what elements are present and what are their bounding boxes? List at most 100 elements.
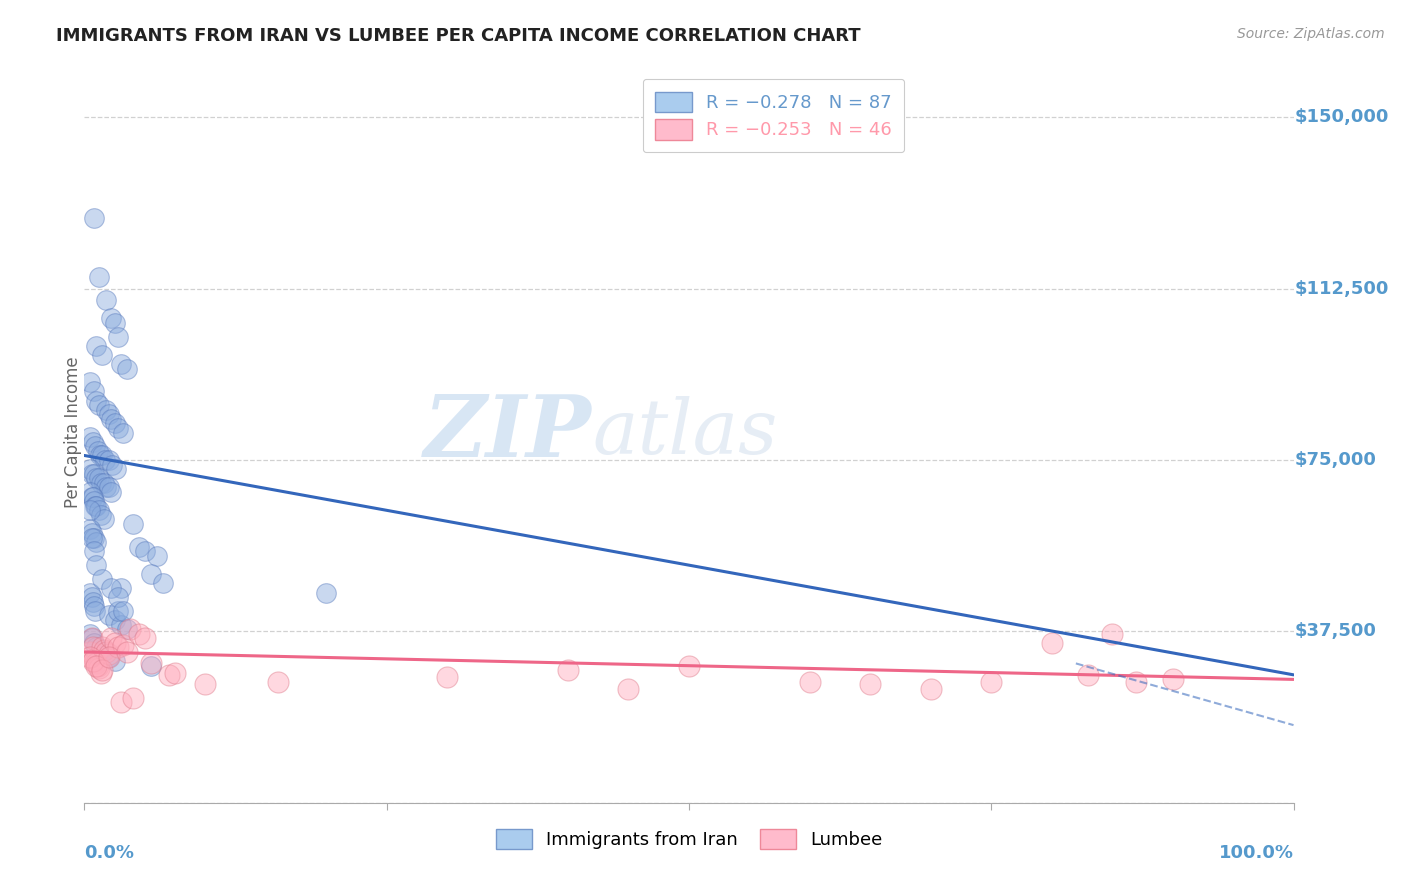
- Point: [91, 663, 114, 677]
- Point: [107, 604, 129, 618]
- Point: [104, 417, 127, 431]
- Text: $150,000: $150,000: [1295, 108, 1389, 127]
- Text: 100.0%: 100.0%: [1219, 844, 1294, 862]
- Point: [100, 412, 122, 426]
- Point: [315, 585, 337, 599]
- Point: [84, 654, 107, 668]
- Y-axis label: Per Capita Income: Per Capita Income: [65, 357, 82, 508]
- Point: [87, 398, 110, 412]
- Point: [139, 567, 162, 582]
- Point: [86, 499, 108, 513]
- Point: [83, 531, 105, 545]
- Point: [87, 471, 110, 485]
- Point: [97, 608, 120, 623]
- Point: [82, 490, 104, 504]
- Point: [100, 581, 122, 595]
- Point: [79, 503, 101, 517]
- Point: [107, 640, 129, 655]
- Point: [115, 622, 138, 636]
- Point: [79, 376, 101, 390]
- Point: [112, 638, 135, 652]
- Point: [80, 490, 103, 504]
- Point: [97, 649, 120, 664]
- Point: [93, 475, 115, 490]
- Point: [79, 645, 101, 659]
- Point: [83, 384, 105, 399]
- Point: [83, 544, 105, 558]
- Point: [104, 316, 127, 330]
- Point: [152, 576, 174, 591]
- Point: [83, 652, 105, 666]
- Point: [134, 544, 156, 558]
- Text: ZIP: ZIP: [425, 391, 592, 475]
- Point: [91, 640, 114, 655]
- Point: [82, 595, 104, 609]
- Point: [86, 393, 108, 408]
- Point: [93, 512, 115, 526]
- Point: [91, 572, 114, 586]
- Point: [100, 311, 122, 326]
- Point: [83, 636, 105, 650]
- Point: [859, 677, 882, 691]
- Point: [86, 658, 108, 673]
- Point: [94, 453, 117, 467]
- Point: [194, 677, 217, 691]
- Point: [104, 636, 127, 650]
- Point: [82, 640, 104, 655]
- Point: [1125, 674, 1147, 689]
- Point: [80, 526, 103, 541]
- Point: [1040, 636, 1063, 650]
- Point: [112, 604, 135, 618]
- Point: [107, 590, 129, 604]
- Point: [120, 622, 142, 636]
- Point: [86, 471, 108, 485]
- Point: [79, 522, 101, 536]
- Point: [121, 690, 143, 705]
- Point: [139, 657, 162, 671]
- Point: [84, 439, 107, 453]
- Point: [86, 640, 108, 655]
- Point: [79, 485, 101, 500]
- Point: [115, 645, 138, 659]
- Point: [91, 645, 114, 659]
- Text: $75,000: $75,000: [1295, 451, 1376, 469]
- Point: [79, 626, 101, 640]
- Point: [146, 549, 169, 563]
- Legend: Immigrants from Iran, Lumbee: Immigrants from Iran, Lumbee: [488, 822, 890, 856]
- Point: [86, 658, 108, 673]
- Point: [678, 658, 700, 673]
- Point: [83, 467, 105, 481]
- Point: [80, 590, 103, 604]
- Point: [557, 663, 579, 677]
- Point: [82, 434, 104, 449]
- Point: [617, 681, 640, 696]
- Point: [107, 329, 129, 343]
- Point: [91, 449, 114, 463]
- Point: [101, 458, 124, 472]
- Point: [84, 604, 107, 618]
- Point: [97, 408, 120, 422]
- Point: [86, 535, 108, 549]
- Point: [80, 632, 103, 646]
- Point: [115, 361, 138, 376]
- Point: [87, 661, 110, 675]
- Text: Source: ZipAtlas.com: Source: ZipAtlas.com: [1237, 27, 1385, 41]
- Point: [104, 462, 127, 476]
- Point: [86, 558, 108, 573]
- Point: [80, 632, 103, 646]
- Point: [79, 430, 101, 444]
- Point: [87, 503, 110, 517]
- Point: [110, 617, 132, 632]
- Point: [79, 462, 101, 476]
- Point: [86, 339, 108, 353]
- Point: [86, 443, 108, 458]
- Point: [110, 581, 132, 595]
- Point: [1161, 673, 1184, 687]
- Point: [157, 668, 180, 682]
- Point: [100, 632, 122, 646]
- Point: [87, 270, 110, 285]
- Point: [90, 665, 112, 680]
- Point: [1077, 668, 1099, 682]
- Point: [86, 657, 108, 671]
- Point: [267, 674, 290, 689]
